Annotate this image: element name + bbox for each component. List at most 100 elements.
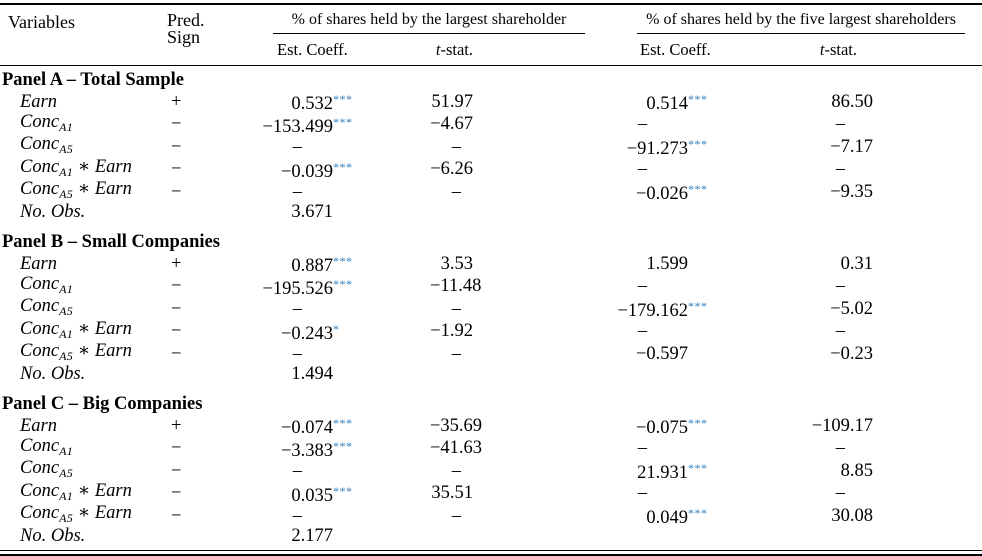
pred-sign-value: − [171,114,182,134]
panel-title: Panel A – Total Sample [2,70,184,90]
g2-t-stat-value: 8.85 [785,460,982,483]
variable-subscript: A5 [59,142,73,156]
g2-est-coeff-value: −0.597 [595,343,785,366]
variable-label: ConcA5 ∗ Earn [0,503,163,528]
variable-label: ConcA5 [0,135,163,159]
variable-subscript: A1 [59,119,73,134]
no-value-dash: – [637,483,648,503]
panel-title: Panel B – Small Companies [2,232,220,252]
g2-est-coeff-value: – [595,483,785,506]
g1-est-coeff-value: 0.887*** [291,254,353,276]
variable-name: Earn [94,480,132,501]
pred-sign-value: − [171,181,182,202]
table-row: Earn + −0.074*** −35.69 −0.075*** −109.17 [0,415,982,438]
pred-sign-value: − [171,483,182,503]
g1-t-stat-value [430,366,595,384]
variable-label: Earn [0,253,163,276]
variable-name: Conc [20,435,60,456]
numeric-value: −0.075 [635,418,689,438]
multiply-operator: ∗ [73,503,95,523]
pred-sign-value: + [171,253,182,274]
numeric-value: −0.23 [830,343,874,364]
g2-est-coeff-value: 0.049*** [646,506,708,528]
col-header-g2-t-stat: t-stat. [785,34,982,66]
g2-t-stat-value: −109.17 [785,415,982,438]
no-value-dash: – [637,321,648,341]
no-value-dash: – [835,159,846,179]
multiply-operator: ∗ [73,480,95,501]
variable-label: ConcA1 ∗ Earn [0,156,163,182]
g2-est-coeff-value: 0.514*** [646,92,708,114]
variable-name: No. Obs. [20,201,86,222]
no-value-dash: – [835,114,846,134]
variable-label: ConcA5 ∗ Earn [0,342,163,366]
g2-est-coeff-value [595,528,785,546]
pred-sign-value: + [171,415,182,436]
g1-t-stat-value: – [430,505,595,528]
g2-est-coeff-value: −179.162*** [617,299,708,321]
col-header-g1-est-coeff: Est. Coeff. [247,34,430,66]
numeric-value: 0.887 [291,256,333,276]
numeric-value: 1.494 [291,363,333,384]
g1-est-coeff-value: – [247,181,430,204]
no-value-dash: – [835,483,846,503]
numeric-value: −0.074 [280,418,333,438]
g2-est-coeff-value: −0.075*** [635,416,708,438]
pred-sign-value: + [171,91,182,112]
variable-label: No. Obs. [0,364,163,384]
table-row: ConcA1 ∗ Earn − −0.243* −1.92– – [0,318,982,344]
variable-name: Earn [94,156,132,177]
g1-t-stat-value: – [430,298,595,321]
g1-est-coeff-value: 3.671 [247,202,430,222]
variable-subscript: A1 [59,488,73,503]
numeric-value: −5.02 [830,298,874,319]
table-row: ConcA5− – – −91.273*** −7.17 [0,135,982,159]
numeric-value: −6.26 [430,159,474,179]
g2-est-coeff-value: – [595,321,785,344]
numeric-value: −179.162 [617,301,689,321]
g1-est-coeff-value: 0.532*** [291,92,353,114]
table-row: ConcA5 ∗ Earn − – – −0.597 −0.23 [0,342,982,366]
t-stat-rest: -stat. [824,39,858,59]
table-row: No. Obs. 2.177 [0,526,982,546]
g2-est-coeff-value: – [595,114,785,137]
numeric-value: −195.526 [262,278,333,299]
variable-name: Conc [20,179,60,199]
pred-sign-value [163,204,247,222]
header-row-subcolumns: Est. Coeff. t-stat. Est. Coeff. t-stat. [0,34,982,66]
pred-sign-value [163,528,247,546]
g2-t-stat-value: 30.08 [785,505,982,528]
variable-name: Conc [20,296,60,316]
g1-t-stat-value: −41.63 [430,438,595,461]
numeric-value: −4.67 [430,114,474,134]
table-header: Variables Pred. Sign % of shares held by… [0,4,982,66]
results-table: Variables Pred. Sign % of shares held by… [0,3,982,545]
variable-label: ConcA5 ∗ Earn [0,179,163,204]
variable-name: Earn [94,318,132,339]
g2-t-stat-value: – [785,114,982,137]
t-stat-rest: -stat. [440,39,474,59]
g1-est-coeff-value: – [247,136,430,159]
numeric-value: 0.31 [840,253,874,274]
numeric-value: −0.243 [280,323,333,344]
variable-name: Conc [20,458,60,478]
group-header-largest-shareholder: % of shares held by the largest sharehol… [247,4,595,34]
g2-t-stat-value: −7.17 [785,136,982,159]
numeric-value: 86.50 [831,91,874,112]
variable-name: Earn [20,415,57,436]
g2-t-stat-value: −9.35 [785,181,982,204]
g2-est-coeff-value: −91.273*** [626,137,708,159]
g2-t-stat-value: – [785,438,982,461]
numeric-value: 1.599 [646,253,689,274]
g2-est-coeff-value: – [595,438,785,461]
variable-name: Conc [20,111,60,132]
g2-t-stat-value: – [785,276,982,299]
variable-subscript: A5 [59,466,73,480]
no-value-dash: – [451,181,462,202]
variable-label: ConcA1 ∗ Earn [0,318,163,344]
variable-label: ConcA1 [0,435,163,461]
pred-sign-value: − [171,321,182,341]
numeric-value: −11.48 [430,276,482,296]
variable-label: No. Obs. [0,526,163,546]
variable-name: Conc [20,503,60,523]
